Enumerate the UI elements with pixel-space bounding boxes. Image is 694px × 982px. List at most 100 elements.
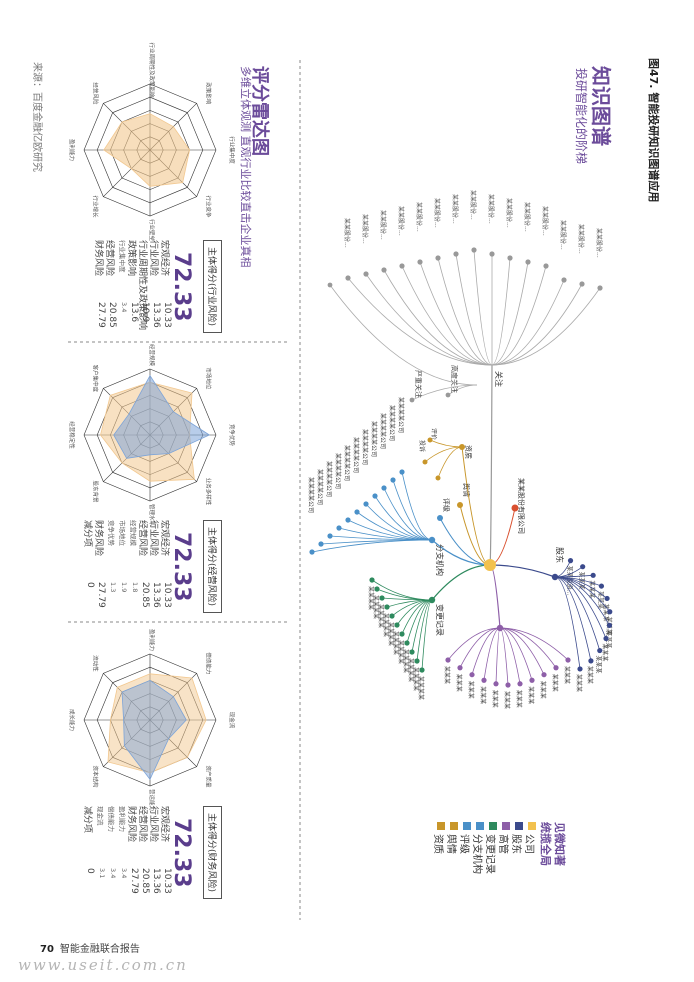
exec-leaf-label: 某某某 — [479, 686, 486, 704]
graph-edge — [419, 261, 493, 366]
shareholder-leaf-label: 某某某 — [586, 666, 593, 684]
attention-leaf-label: 某某股份... — [469, 190, 477, 220]
exec-leaf-label: 某某某 — [491, 690, 498, 708]
hub-label-qualification: 资质 — [464, 445, 473, 459]
exec-leaf-label: 某某某 — [527, 686, 534, 704]
radar-axis-label: 行业壁垒 — [148, 219, 156, 242]
watermark: www.useit.com.cn — [18, 956, 188, 974]
change-leaf-label: 某某某某 — [402, 649, 409, 673]
hub-label-branch: 分支机构 — [435, 544, 445, 576]
radar-axis-label: 流动性 — [91, 655, 99, 672]
shareholder-leaf-label: 某某某 — [575, 674, 582, 692]
radar-axis-label: 资本结构 — [91, 766, 99, 789]
panel-row-value: 0 — [85, 582, 95, 588]
qualification-leaf-node — [427, 437, 433, 443]
attention-leaf-node — [471, 247, 477, 253]
attention-leaf-node — [543, 263, 549, 269]
attention-leaf-node — [597, 285, 603, 291]
exec-leaf-node — [541, 672, 547, 678]
attention-leaf-node — [399, 263, 405, 269]
attention-leaf-label: 某某股份... — [523, 202, 531, 232]
legend-swatch — [476, 822, 484, 830]
severity-node — [409, 397, 415, 403]
shareholder-leaf-node — [580, 564, 586, 570]
exec-leaf-node — [505, 682, 511, 688]
change-leaf-label: 某某某某 — [377, 604, 384, 628]
attention-leaf-label: 某某股份... — [343, 218, 351, 248]
change-leaf-label: 某某某某 — [392, 631, 399, 655]
attention-leaf-node — [345, 275, 351, 281]
legend-swatch — [450, 822, 458, 830]
shareholder-leaf-label: 某某某 — [602, 603, 609, 621]
panel-row-value: 3.4 — [109, 868, 117, 879]
exec-leaf-node — [445, 657, 451, 663]
graph-edge — [554, 576, 592, 661]
shareholder-leaf-node — [577, 666, 583, 672]
exec-leaf-label: 某某某 — [467, 681, 474, 699]
exec-leaf-node — [457, 665, 463, 671]
shareholder-leaf-node — [607, 609, 613, 615]
qualification-leaf-label: 评价 — [430, 428, 438, 440]
legend-swatch — [437, 822, 445, 830]
exec-leaf-node — [565, 657, 571, 663]
shareholder-leaf-node — [597, 647, 603, 654]
radar-axis-label: 偿债能力 — [205, 652, 213, 674]
graph-edge — [554, 576, 601, 651]
radar-axis-label: 经营规模 — [148, 344, 156, 367]
branch-leaf-node — [390, 477, 396, 483]
change-leaf-label: 某某某某 — [372, 595, 379, 619]
radar-axis-label: 营运能力 — [148, 789, 156, 811]
panel-row-label: 经营规模 — [129, 520, 137, 546]
panel-row-label: 财务风险 — [93, 240, 103, 277]
panel-row-label: 竞争优势 — [107, 520, 115, 546]
radar-axis-label: 政策影响 — [205, 82, 213, 105]
radar-axis-label: 经营稳定性 — [68, 421, 76, 449]
shareholder-leaf-node — [604, 595, 610, 602]
panel-row-label: 减分项 — [82, 806, 92, 834]
branch-leaf-node — [336, 525, 342, 531]
exec-leaf-node — [529, 677, 535, 683]
panel-row-value: 3.4 — [120, 302, 128, 313]
change-leaf-node — [384, 604, 390, 610]
graph-edge — [437, 257, 493, 366]
graph-edge — [495, 627, 501, 684]
radar-axis-label: 经营风险 — [91, 82, 99, 105]
panel-3-box-title: 主体得分(财务风险) — [203, 806, 222, 900]
attention-leaf-label: 某某股份... — [505, 198, 513, 228]
attention-leaf-label: 某某股份... — [397, 206, 405, 236]
branch-leaf-label: 某某某某公司 — [352, 437, 359, 473]
radar-axis-label: 股东背景 — [91, 481, 99, 504]
panel-row-value: 27.79 — [129, 868, 139, 894]
severity-node — [327, 282, 333, 288]
change-leaf-node — [389, 613, 395, 619]
branch-leaf-node — [327, 533, 333, 539]
exec-leaf-node — [553, 665, 559, 671]
hub-label-rating: 评级 — [442, 498, 451, 512]
attention-leaf-label: 某某股份... — [577, 224, 585, 254]
change-leaf-label: 某某某某 — [382, 613, 389, 637]
branch-leaf-label: 某某某某公司 — [307, 477, 314, 513]
panel-row-value: 10.33 — [162, 302, 172, 328]
radar-axis-label: 成长能力 — [68, 709, 76, 731]
panel-row-value: 20.85 — [140, 582, 150, 608]
panel-row-value: 3.1 — [98, 868, 106, 879]
exec-leaf-label: 某某某 — [563, 666, 570, 684]
shareholder-leaf-label: 某某某 — [578, 572, 585, 590]
radar-axis-label: 行业增长 — [91, 196, 99, 219]
panel-row-value: 3.4 — [120, 868, 128, 879]
graph-edge — [365, 273, 493, 366]
change-leaf-label: 某某某某 — [387, 622, 394, 646]
panel-1-score: 72.33 — [169, 252, 194, 322]
attention-leaf-label: 某某股份... — [595, 228, 603, 258]
graph-edge — [554, 576, 581, 670]
radar-axis-label: 竞争优势 — [228, 424, 236, 447]
change-leaf-label: 某某某某 — [417, 676, 424, 700]
attention-leaf-label: 某某股份... — [559, 220, 567, 250]
exec-leaf-node — [481, 677, 487, 683]
company-node — [511, 504, 519, 512]
change-leaf-label: 某某某某 — [397, 640, 404, 664]
attention-leaf-node — [453, 251, 459, 257]
panel-row-value: 13.36 — [151, 868, 161, 894]
attention-leaf-node — [579, 281, 585, 287]
